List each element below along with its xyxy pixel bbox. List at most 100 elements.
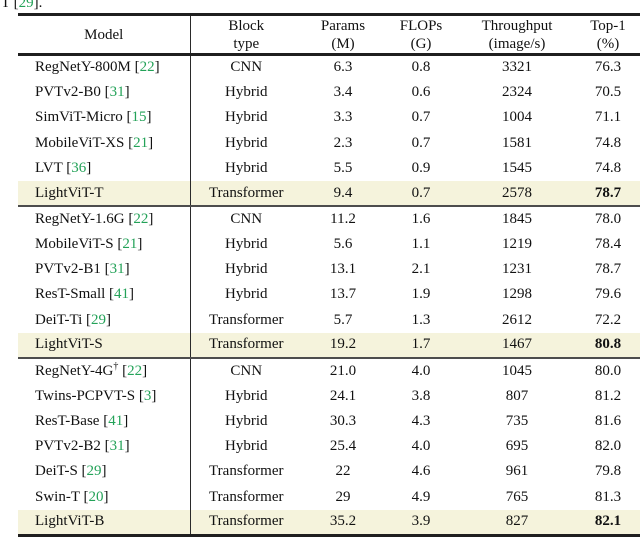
column-header-flops: FLOPs (G) — [384, 14, 458, 56]
table-header: Model Block type Params (M) FLOPs (G) Throu… — [18, 14, 640, 56]
model-name: ResT-Small — [35, 286, 106, 303]
citation-bracket-open: [ — [62, 159, 72, 176]
citation-link[interactable]: 31 — [109, 438, 125, 455]
block-type-cell: CNN — [230, 59, 263, 76]
citation-link[interactable]: 29 — [18, 0, 34, 11]
table-row: SimViT-Micro [15] Hybrid 3.3 0.7 1004 71.1 — [18, 105, 640, 131]
citation-link[interactable]: 3 — [143, 387, 152, 404]
citation-link[interactable]: 15 — [131, 109, 147, 126]
block-type-cell: Hybrid — [225, 412, 268, 429]
citation-link[interactable]: 20 — [88, 488, 104, 505]
citation-bracket-open: [ — [118, 362, 128, 379]
top1-cell: 74.8 — [594, 134, 622, 151]
citation-link[interactable]: 41 — [114, 286, 130, 303]
block-type-cell: Hybrid — [225, 134, 268, 151]
throughput-cell: 1231 — [502, 261, 532, 278]
caption-text-prefix: T [ — [1, 0, 19, 11]
citation-link[interactable]: 29 — [91, 311, 106, 328]
params-cell: 2.3 — [333, 134, 353, 151]
citation-link[interactable]: 31 — [109, 83, 125, 100]
throughput-cell: 1581 — [502, 134, 532, 151]
block-type-cell: Transformer — [190, 509, 302, 536]
column-header-params: Params (M) — [302, 14, 384, 56]
header-label: Throughput — [481, 17, 553, 34]
header-label: Params — [320, 17, 366, 34]
citation-link[interactable]: 21 — [122, 235, 138, 252]
citation-link[interactable]: 22 — [127, 362, 143, 379]
table-row: PVTv2-B0 [31] Hybrid 3.4 0.6 2324 70.5 — [18, 79, 640, 106]
citation-bracket-close: ] — [148, 134, 154, 151]
model-cell: LightViT-S — [18, 332, 191, 359]
model-name: DeiT-S — [35, 463, 78, 480]
model-cell: SimViT-Micro [15] — [18, 105, 191, 131]
model-cell: PVTv2-B1 [31] — [18, 256, 191, 283]
top1-cell: 79.6 — [594, 286, 622, 303]
citation-bracket-open: [ — [135, 387, 144, 404]
table-row: DeiT-Ti [29] Transformer 5.7 1.3 2612 72.2 — [18, 307, 640, 333]
table-row: Twins-PCPVT-S [3] Hybrid 24.1 3.8 807 81.2 — [18, 383, 640, 409]
model-cell: Swin-T [20] — [18, 484, 191, 510]
flops-cell: 1.9 — [411, 286, 431, 303]
citation-link[interactable]: 21 — [133, 134, 149, 151]
citation-link[interactable]: 22 — [139, 59, 155, 76]
flops-cell: 4.3 — [411, 412, 431, 429]
params-cell: 5.7 — [333, 311, 353, 328]
header-sublabel: (M) — [331, 35, 355, 52]
flops-cell: 3.9 — [384, 509, 458, 536]
throughput-cell: 2612 — [502, 311, 532, 328]
table-row: MobileViT-S [21] Hybrid 5.6 1.1 1219 78.4 — [18, 231, 640, 257]
top1-cell: 78.0 — [576, 205, 640, 232]
model-name: LightViT-S — [35, 336, 103, 353]
citation-link[interactable]: 41 — [108, 412, 124, 429]
flops-cell: 1.3 — [411, 311, 431, 328]
table-row: MobileViT-XS [21] Hybrid 2.3 0.7 1581 74.8 — [18, 130, 640, 156]
model-cell: ResT-Small [41] — [18, 282, 191, 308]
column-header-block-type: Block type — [190, 14, 302, 56]
citation-link[interactable]: 31 — [109, 261, 125, 278]
throughput-cell: 1004 — [502, 109, 532, 126]
params-cell: 6.3 — [333, 59, 353, 76]
throughput-cell: 1219 — [502, 235, 532, 252]
flops-cell: 1.7 — [384, 332, 458, 359]
model-name: ResT-Base — [35, 412, 100, 429]
table-row: RegNetY-4G† [22] CNN 21.0 4.0 1045 80.0 — [18, 357, 640, 384]
citation-bracket-open: [ — [124, 134, 134, 151]
header-sublabel: (G) — [410, 35, 432, 52]
params-cell: 5.6 — [333, 235, 353, 252]
table-row: ResT-Small [41] Hybrid 13.7 1.9 1298 79.6 — [18, 282, 640, 308]
citation-bracket-close: ] — [124, 83, 130, 100]
flops-cell: 3.8 — [411, 387, 431, 404]
model-cell: PVTv2-B2 [31] — [18, 433, 191, 460]
citation-bracket-close: ] — [148, 210, 154, 227]
model-name: LVT — [35, 159, 63, 176]
citation-link[interactable]: 36 — [71, 159, 87, 176]
citation-bracket-close: ] — [124, 261, 130, 278]
flops-cell: 4.0 — [384, 357, 458, 384]
flops-cell: 1.1 — [411, 235, 431, 252]
citation-bracket-open: [ — [130, 59, 140, 76]
citation-link[interactable]: 22 — [133, 210, 149, 227]
block-type-cell: CNN — [190, 357, 302, 384]
model-name: DeiT-Ti — [35, 311, 83, 328]
throughput-cell: 695 — [505, 438, 529, 455]
model-cell: LightViT-B — [18, 509, 191, 536]
citation-bracket-open: [ — [100, 83, 110, 100]
model-cell: RegNetY-1.6G [22] — [18, 205, 191, 232]
flops-cell: 0.7 — [384, 180, 458, 207]
flops-cell: 0.7 — [411, 109, 431, 126]
params-cell: 13.1 — [329, 261, 357, 278]
citation-link[interactable]: 29 — [86, 463, 102, 480]
flops-cell: 0.9 — [411, 159, 431, 176]
block-type-cell: Transformer — [190, 180, 302, 207]
throughput-cell: 961 — [505, 463, 529, 480]
params-cell: 13.7 — [329, 286, 357, 303]
table-row: LVT [36] Hybrid 5.5 0.9 1545 74.8 — [18, 155, 640, 181]
throughput-cell: 807 — [505, 387, 529, 404]
top1-cell: 72.2 — [594, 311, 622, 328]
top1-cell: 81.2 — [594, 387, 622, 404]
block-type-cell: Transformer — [190, 332, 302, 359]
top1-cell: 81.6 — [594, 412, 622, 429]
citation-bracket-close: ] — [154, 59, 160, 76]
row-group-2: RegNetY-1.6G [22] CNN 11.2 1.6 1845 78.0 Mobil… — [18, 205, 640, 359]
throughput-cell: 1045 — [458, 357, 576, 384]
